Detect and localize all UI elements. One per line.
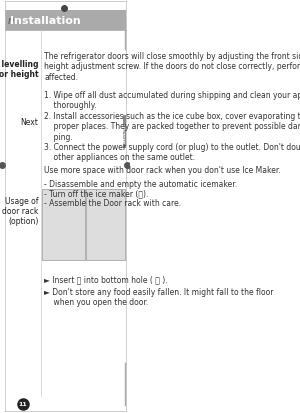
Bar [42, 190, 85, 260]
Text: ENGLISH: ENGLISH [123, 122, 127, 142]
Bar [86, 190, 125, 260]
Text: Installation: Installation [10, 16, 80, 26]
Bar [5, 11, 126, 31]
Text: - Disassemble and empty the automatic icemaker.: - Disassemble and empty the automatic ic… [44, 180, 238, 189]
Text: After levelling
the door height: After levelling the door height [0, 60, 39, 79]
Text: The refrigerator doors will close smoothly by adjusting the front side using the: The refrigerator doors will close smooth… [44, 52, 300, 81]
Text: Next: Next [21, 118, 39, 127]
Text: ► Don't store any food easily fallen. It might fall to the floor
    when you op: ► Don't store any food easily fallen. It… [44, 287, 274, 306]
Text: Use more space with door rack when you don't use Ice Maker.: Use more space with door rack when you d… [44, 165, 281, 174]
Text: n: n [8, 16, 14, 26]
Bar [123, 116, 126, 149]
Text: 1. Wipe off all dust accumulated during shipping and clean your appliance
    th: 1. Wipe off all dust accumulated during … [44, 91, 300, 162]
Text: - Assemble the Door rack with care.: - Assemble the Door rack with care. [44, 198, 182, 207]
Text: Usage of
door rack
(option): Usage of door rack (option) [2, 196, 39, 226]
Text: - Turn off the ice maker (ⓘ).: - Turn off the ice maker (ⓘ). [44, 189, 149, 198]
Text: 11: 11 [19, 401, 28, 406]
Text: ► Insert ⓘ into bottom hole ( ⓚ ).: ► Insert ⓘ into bottom hole ( ⓚ ). [44, 275, 168, 284]
